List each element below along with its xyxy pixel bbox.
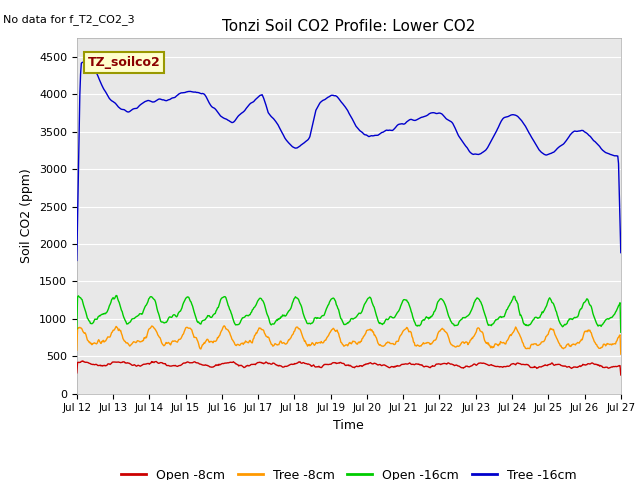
Text: No data for f_T2_CO2_3: No data for f_T2_CO2_3 — [3, 14, 135, 25]
Y-axis label: Soil CO2 (ppm): Soil CO2 (ppm) — [20, 168, 33, 264]
Legend: Open -8cm, Tree -8cm, Open -16cm, Tree -16cm: Open -8cm, Tree -8cm, Open -16cm, Tree -… — [116, 464, 581, 480]
Title: Tonzi Soil CO2 Profile: Lower CO2: Tonzi Soil CO2 Profile: Lower CO2 — [222, 20, 476, 35]
Text: TZ_soilco2: TZ_soilco2 — [88, 56, 161, 69]
X-axis label: Time: Time — [333, 419, 364, 432]
